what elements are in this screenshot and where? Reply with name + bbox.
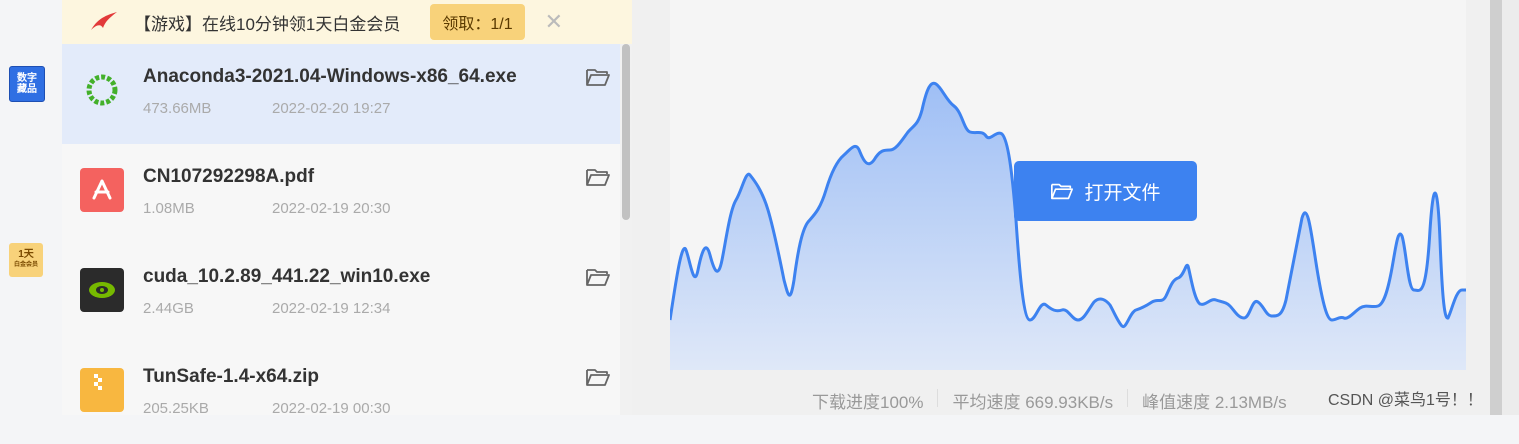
download-stats: 下载进度100% 平均速度 669.93KB/s 峰值速度 2.13MB/s: [812, 388, 1287, 413]
file-date: 2022-02-20 19:27: [272, 100, 390, 117]
file-size: 473.66MB: [143, 100, 211, 117]
download-detail-panel: 打开文件 下载进度100% 平均速度 669.93KB/s 峰值速度 2.13M…: [632, 0, 1490, 415]
platinum-vip-badge[interactable]: 1天 白金会员: [9, 243, 43, 277]
download-progress: 下载进度100%: [812, 388, 923, 413]
zip-icon: [80, 368, 124, 412]
file-name: cuda_10.2.89_441.22_win10.exe: [143, 266, 430, 288]
window-edge: [1490, 0, 1519, 415]
speed-area: [670, 83, 1466, 370]
file-name: TunSafe-1.4-x64.zip: [143, 366, 319, 388]
anaconda-icon: [80, 68, 124, 112]
list-item[interactable]: TunSafe-1.4-x64.zip 205.25KB 2022-02-19 …: [62, 344, 620, 444]
file-size: 1.08MB: [143, 200, 195, 217]
scrollbar-thumb[interactable]: [622, 44, 630, 220]
list-scrollbar[interactable]: [620, 44, 632, 415]
open-folder-icon[interactable]: [585, 66, 611, 88]
speed-chart: 打开文件: [670, 0, 1466, 370]
digital-collectibles-badge[interactable]: 数字 藏品: [9, 66, 45, 102]
swallow-logo-icon: [82, 0, 126, 44]
folder-open-icon: [1050, 180, 1074, 202]
pdf-icon: [80, 168, 124, 212]
window-scrollbar[interactable]: [1490, 0, 1502, 415]
open-folder-icon[interactable]: [585, 266, 611, 288]
open-file-label: 打开文件: [1084, 178, 1160, 205]
download-list: Anaconda3-2021.04-Windows-x86_64.exe 473…: [62, 44, 632, 415]
close-icon[interactable]: ✕: [545, 9, 563, 35]
file-date: 2022-02-19 12:34: [272, 300, 390, 317]
file-size: 205.25KB: [143, 400, 209, 417]
vip-badge-line-2: 白金会员: [14, 260, 38, 271]
open-folder-icon[interactable]: [585, 366, 611, 388]
digital-badge-line-1: 数字: [17, 73, 37, 84]
csdn-watermark: CSDN @菜鸟1号！！: [1328, 386, 1483, 410]
promo-text: 【游戏】在线10分钟领1天白金会员: [134, 10, 400, 35]
peak-speed: 峰值速度 2.13MB/s: [1142, 388, 1287, 413]
file-name: CN107292298A.pdf: [143, 166, 314, 188]
list-item[interactable]: cuda_10.2.89_441.22_win10.exe 2.44GB 202…: [62, 244, 620, 344]
divider: [937, 389, 938, 407]
nvidia-icon: [80, 268, 124, 312]
open-folder-icon[interactable]: [585, 166, 611, 188]
claim-button[interactable]: 领取：1/1: [430, 4, 524, 40]
list-item[interactable]: Anaconda3-2021.04-Windows-x86_64.exe 473…: [62, 44, 620, 144]
open-file-button[interactable]: 打开文件: [1014, 161, 1197, 221]
file-size: 2.44GB: [143, 300, 194, 317]
average-speed: 平均速度 669.93KB/s: [952, 388, 1113, 413]
file-date: 2022-02-19 20:30: [272, 200, 390, 217]
promo-banner: 【游戏】在线10分钟领1天白金会员 领取：1/1 ✕: [62, 0, 632, 44]
list-item[interactable]: CN107292298A.pdf 1.08MB 2022-02-19 20:30: [62, 144, 620, 244]
digital-badge-line-2: 藏品: [17, 84, 37, 95]
left-rail: 数字 藏品 1天 白金会员: [0, 0, 62, 415]
file-date: 2022-02-19 00:30: [272, 400, 390, 417]
divider: [1127, 389, 1128, 407]
file-name: Anaconda3-2021.04-Windows-x86_64.exe: [143, 66, 517, 88]
vip-badge-line-1: 1天: [18, 249, 34, 260]
